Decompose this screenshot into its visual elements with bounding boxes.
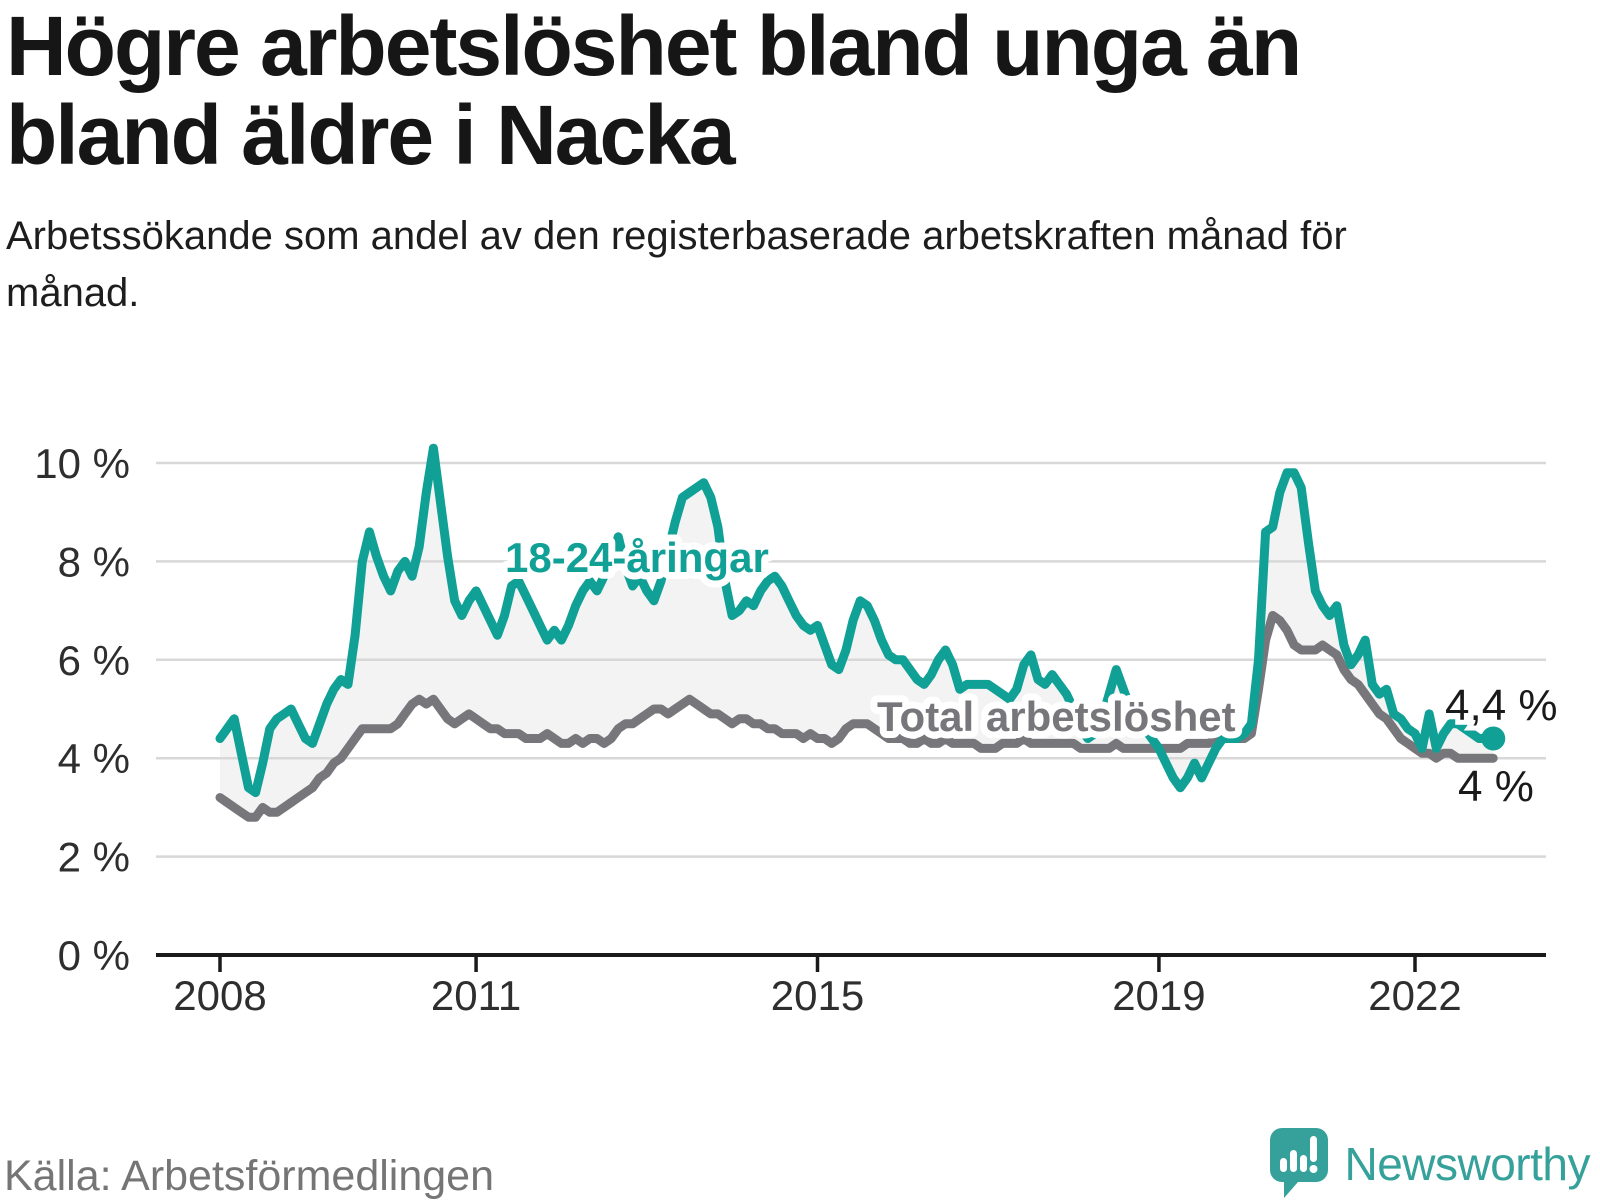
series-line-youth <box>215 443 1498 798</box>
logo-bar-3 <box>1300 1155 1308 1172</box>
x-axis-label-2019: 2019 <box>1112 972 1205 1019</box>
series-label-total: Total arbetslöshet <box>877 693 1236 740</box>
end-value-label-total: 4 % <box>1458 762 1534 811</box>
brand-name: Newsworthy <box>1344 1138 1590 1190</box>
series-line-total <box>215 611 1498 822</box>
logo-exclamation-bar <box>1310 1136 1318 1162</box>
end-value-label-youth: 4,4 % <box>1445 681 1558 730</box>
series-end-dot-youth <box>1481 726 1506 751</box>
x-axis-label-2008: 2008 <box>173 972 266 1019</box>
newsworthy-logo-icon <box>1270 1128 1329 1198</box>
y-axis-label-4: 4 % <box>58 735 130 782</box>
x-axis-label-2011: 2011 <box>431 972 521 1019</box>
logo-bar-1 <box>1280 1158 1288 1172</box>
y-axis-label-0: 0 % <box>58 932 130 979</box>
page-title: Högre arbetslöshet bland unga än bland ä… <box>6 0 1302 183</box>
y-axis-label-2: 2 % <box>58 834 130 881</box>
y-axis-label-10: 10 % <box>34 440 130 487</box>
series-label-youth: 18-24-åringar <box>505 534 769 581</box>
logo-bar-2 <box>1290 1150 1298 1172</box>
band-fill-between-series <box>220 448 1494 818</box>
source-note: Källa: Arbetsförmedlingen <box>4 1152 495 1200</box>
brand-footer: Newsworthy <box>1270 1128 1590 1200</box>
y-axis-label-8: 8 % <box>58 538 130 585</box>
x-axis-label-2015: 2015 <box>771 972 864 1019</box>
logo-exclamation-dot <box>1309 1165 1318 1173</box>
y-axis-label-6: 6 % <box>58 637 130 684</box>
page-subtitle: Arbetssökande som andel av den registerb… <box>6 214 1347 315</box>
logo-bubble-shape <box>1270 1128 1329 1198</box>
x-axis-label-2022: 2022 <box>1368 972 1461 1019</box>
